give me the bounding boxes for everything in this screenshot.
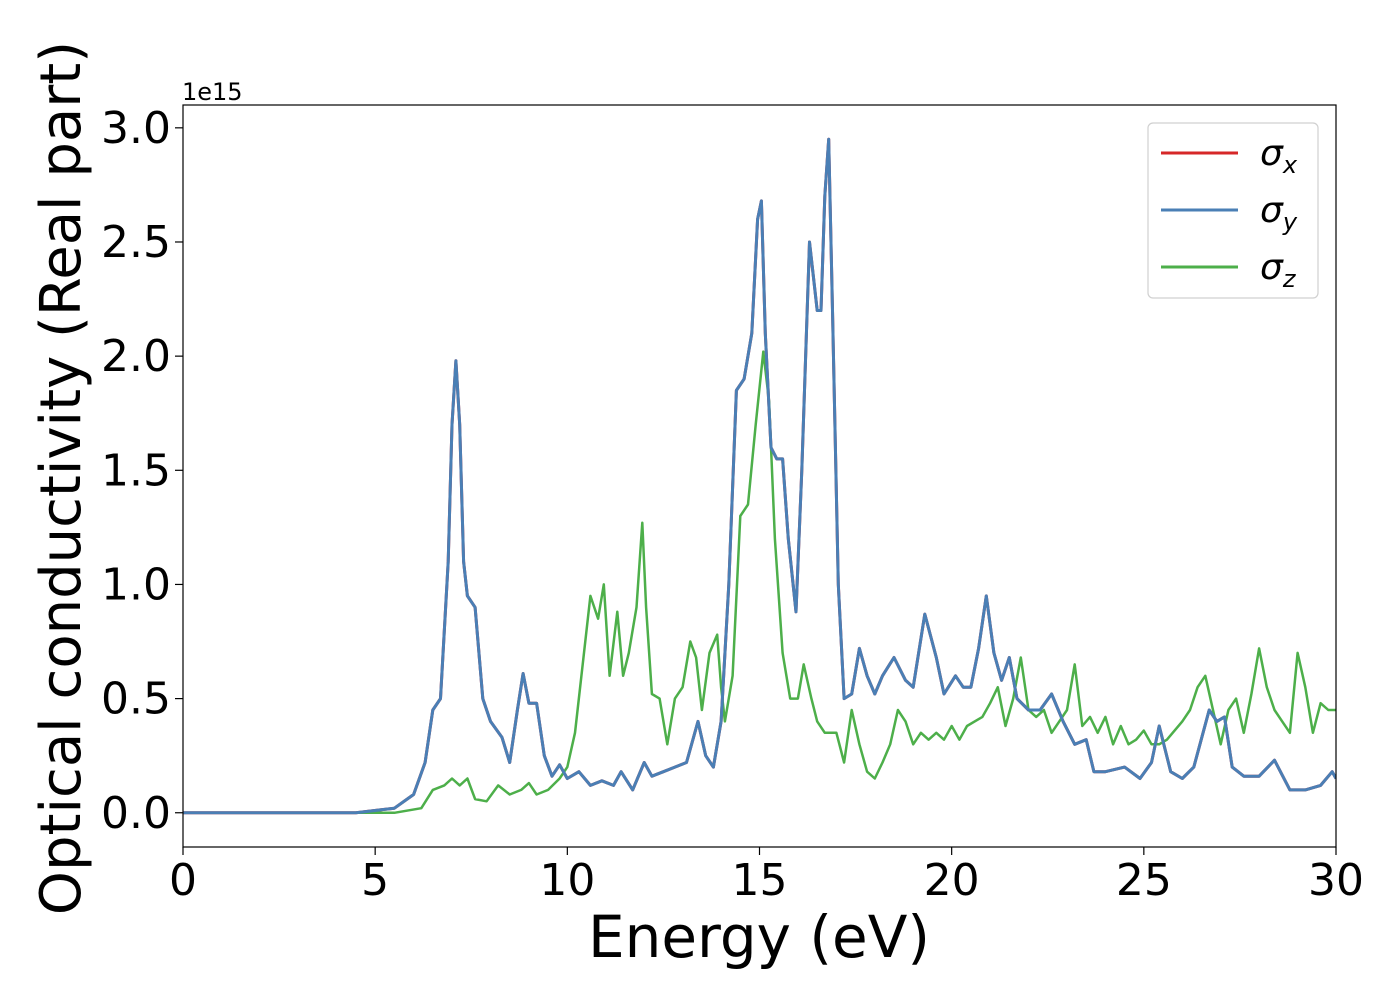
- series-line-sigma-y: [183, 137, 1336, 815]
- y-axis-offset-label: 1e15: [182, 78, 243, 106]
- legend-symbol: σ: [1260, 247, 1284, 288]
- y-tick-label: 1.0: [101, 559, 171, 610]
- series-line-sigma-z: [183, 350, 1336, 815]
- y-tick-label: 0.0: [101, 788, 171, 839]
- y-tick-label: 2.5: [101, 217, 171, 268]
- legend-label-sigma-z: σz: [1260, 247, 1297, 293]
- y-tick-label: 1.5: [101, 445, 171, 496]
- x-tick-label: 20: [924, 855, 980, 906]
- series-layer: [183, 137, 1336, 815]
- x-tick-label: 15: [732, 855, 788, 906]
- y-tick-label: 2.0: [101, 331, 171, 382]
- legend-subscript: z: [1282, 265, 1297, 293]
- x-tick-label: 10: [539, 855, 595, 906]
- legend-label-sigma-x: σx: [1260, 133, 1298, 179]
- x-tick-label: 5: [361, 855, 389, 906]
- x-tick-label: 0: [169, 855, 197, 906]
- legend-subscript: y: [1282, 208, 1298, 236]
- x-axis-label: Energy (eV): [588, 903, 930, 971]
- y-tick-label: 0.5: [101, 674, 171, 725]
- legend-symbol: σ: [1260, 133, 1284, 174]
- x-tick-label: 30: [1308, 855, 1364, 906]
- x-axis: 0 5 10 15 20 25 30: [169, 847, 1364, 906]
- y-tick-label: 3.0: [101, 103, 171, 154]
- y-axis: 0.0 0.5 1.0 1.5 2.0 2.5 3.0: [101, 103, 183, 839]
- legend-subscript: x: [1282, 151, 1298, 179]
- x-tick-label: 25: [1116, 855, 1172, 906]
- legend-symbol: σ: [1260, 190, 1284, 231]
- y-axis-label: Optical conductivity (Real part): [29, 41, 94, 915]
- legend-label-sigma-y: σy: [1260, 190, 1298, 236]
